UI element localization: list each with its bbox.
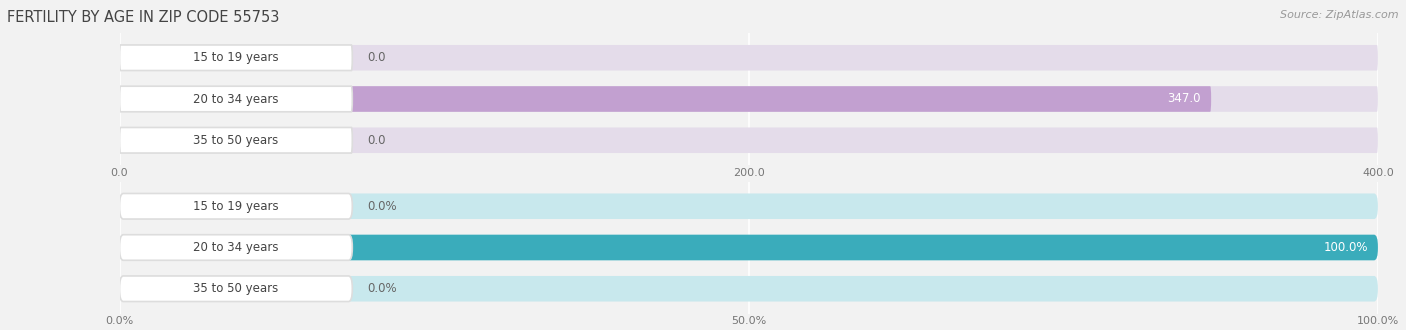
- Text: 35 to 50 years: 35 to 50 years: [193, 134, 278, 147]
- Text: 0.0: 0.0: [367, 134, 385, 147]
- Text: 0.0%: 0.0%: [367, 200, 396, 213]
- Text: 100.0%: 100.0%: [1323, 241, 1368, 254]
- Text: 0.0%: 0.0%: [367, 282, 396, 295]
- Text: 20 to 34 years: 20 to 34 years: [193, 241, 278, 254]
- FancyBboxPatch shape: [120, 45, 353, 71]
- FancyBboxPatch shape: [120, 127, 1378, 153]
- FancyBboxPatch shape: [120, 45, 1378, 71]
- FancyBboxPatch shape: [120, 86, 1211, 112]
- FancyBboxPatch shape: [120, 276, 1378, 302]
- FancyBboxPatch shape: [120, 276, 353, 302]
- Text: 15 to 19 years: 15 to 19 years: [193, 200, 278, 213]
- FancyBboxPatch shape: [120, 235, 1378, 260]
- FancyBboxPatch shape: [120, 235, 1378, 260]
- Text: 35 to 50 years: 35 to 50 years: [193, 282, 278, 295]
- FancyBboxPatch shape: [120, 127, 353, 153]
- Text: 0.0: 0.0: [367, 51, 385, 64]
- FancyBboxPatch shape: [120, 193, 1378, 219]
- Text: 15 to 19 years: 15 to 19 years: [193, 51, 278, 64]
- Text: 20 to 34 years: 20 to 34 years: [193, 92, 278, 106]
- Text: 347.0: 347.0: [1167, 92, 1201, 106]
- Text: FERTILITY BY AGE IN ZIP CODE 55753: FERTILITY BY AGE IN ZIP CODE 55753: [7, 10, 280, 25]
- Text: Source: ZipAtlas.com: Source: ZipAtlas.com: [1281, 10, 1399, 20]
- FancyBboxPatch shape: [120, 235, 353, 260]
- FancyBboxPatch shape: [120, 193, 353, 219]
- FancyBboxPatch shape: [120, 86, 353, 112]
- FancyBboxPatch shape: [120, 86, 1378, 112]
